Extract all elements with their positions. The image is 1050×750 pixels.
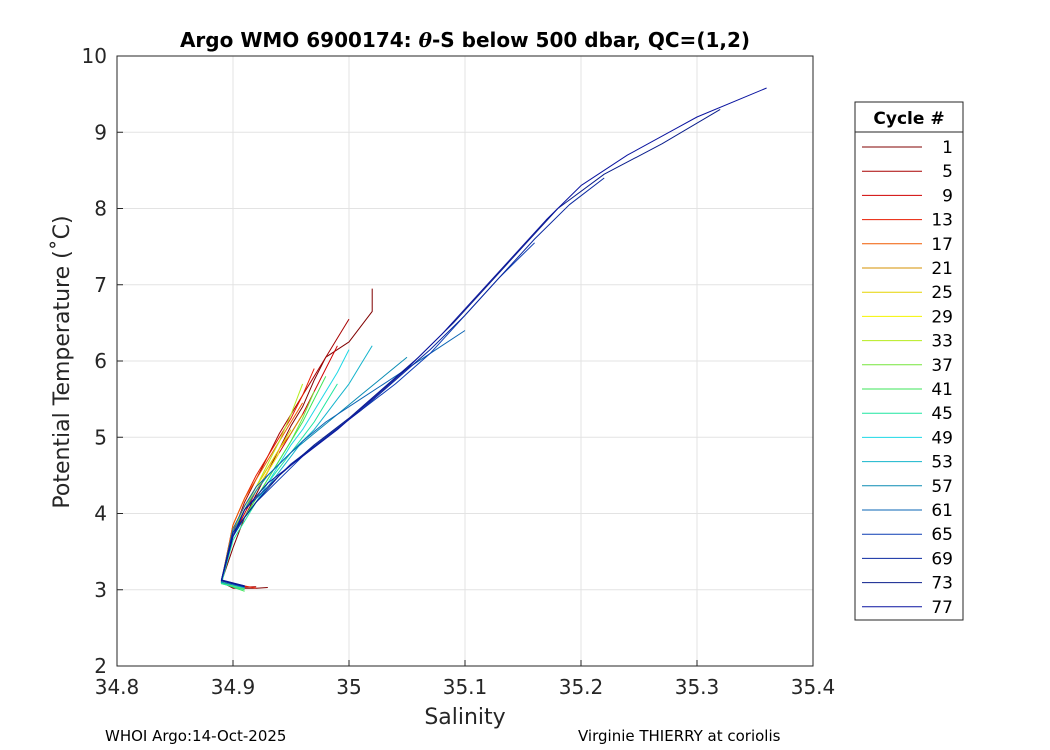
legend-label: 45 <box>931 404 953 424</box>
series-group <box>220 87 767 592</box>
x-tick-label: 34.8 <box>95 675 140 699</box>
y-tick-label: 3 <box>94 578 107 602</box>
legend-label: 29 <box>931 307 953 327</box>
x-tick-label: 35.1 <box>443 675 488 699</box>
x-axis-ticks: 34.8 34.9 35 35.1 35.2 35.3 35.4 <box>95 660 836 699</box>
x-tick-label: 35.2 <box>559 675 604 699</box>
y-tick-label: 8 <box>94 197 107 221</box>
legend-label: 61 <box>931 501 953 521</box>
y-tick-label: 5 <box>94 425 107 449</box>
legend-label: 21 <box>931 259 953 279</box>
series-line-cycle-77 <box>220 87 767 588</box>
x-tick-label: 35.4 <box>791 675 836 699</box>
y-tick-label: 7 <box>94 273 107 297</box>
y-tick-label: 2 <box>94 654 107 678</box>
legend-box <box>854 101 964 621</box>
legend-items: 1 5 9 13 17 21 25 29 33 37 41 45 49 53 57 61 65 69 73 77 <box>862 138 953 618</box>
legend-label: 17 <box>931 235 953 255</box>
legend-title: Cycle # <box>873 109 944 129</box>
legend-label: 73 <box>931 574 953 594</box>
legend-label: 57 <box>931 477 953 497</box>
y-axis-label: Potential Temperature (˚C) <box>50 215 75 508</box>
y-tick-label: 9 <box>94 120 107 144</box>
legend-label: 13 <box>931 211 953 231</box>
x-tick-label: 35.3 <box>675 675 720 699</box>
x-tick-label: 35 <box>336 675 361 699</box>
series-line-cycle-45 <box>220 383 338 591</box>
footer-right: Virginie THIERRY at coriolis <box>578 727 781 745</box>
series-line-cycle-73 <box>220 108 721 587</box>
x-tick-label: 34.9 <box>211 675 256 699</box>
chart-title: Argo WMO 6900174: θ-S below 500 dbar, QC… <box>180 28 750 52</box>
plot-area: 34.8 34.9 35 35.1 35.2 35.3 35.4 2 3 4 5 6 7 8 9 10 <box>82 44 836 699</box>
footer-left: WHOI Argo:14-Oct-2025 <box>105 727 286 745</box>
legend-label: 1 <box>942 138 953 158</box>
y-tick-label: 6 <box>94 349 107 373</box>
legend-label: 49 <box>931 428 953 448</box>
x-axis-label: Salinity <box>424 705 505 730</box>
legend-label: 41 <box>931 380 953 400</box>
legend-label: 65 <box>931 525 953 545</box>
y-tick-label: 4 <box>94 502 107 526</box>
legend-label: 53 <box>931 453 953 473</box>
legend-label: 25 <box>931 283 953 303</box>
legend-label: 69 <box>931 549 953 569</box>
y-axis-ticks: 2 3 4 5 6 7 8 9 10 <box>82 44 123 678</box>
legend: Cycle # 1 5 9 13 17 21 25 29 33 37 41 45 49 53 57 61 65 6… <box>854 101 964 621</box>
y-tick-label: 10 <box>82 44 107 68</box>
legend-label: 9 <box>942 186 953 206</box>
legend-label: 77 <box>931 598 953 618</box>
legend-label: 33 <box>931 332 953 352</box>
legend-label: 5 <box>942 162 953 182</box>
legend-label: 37 <box>931 356 953 376</box>
